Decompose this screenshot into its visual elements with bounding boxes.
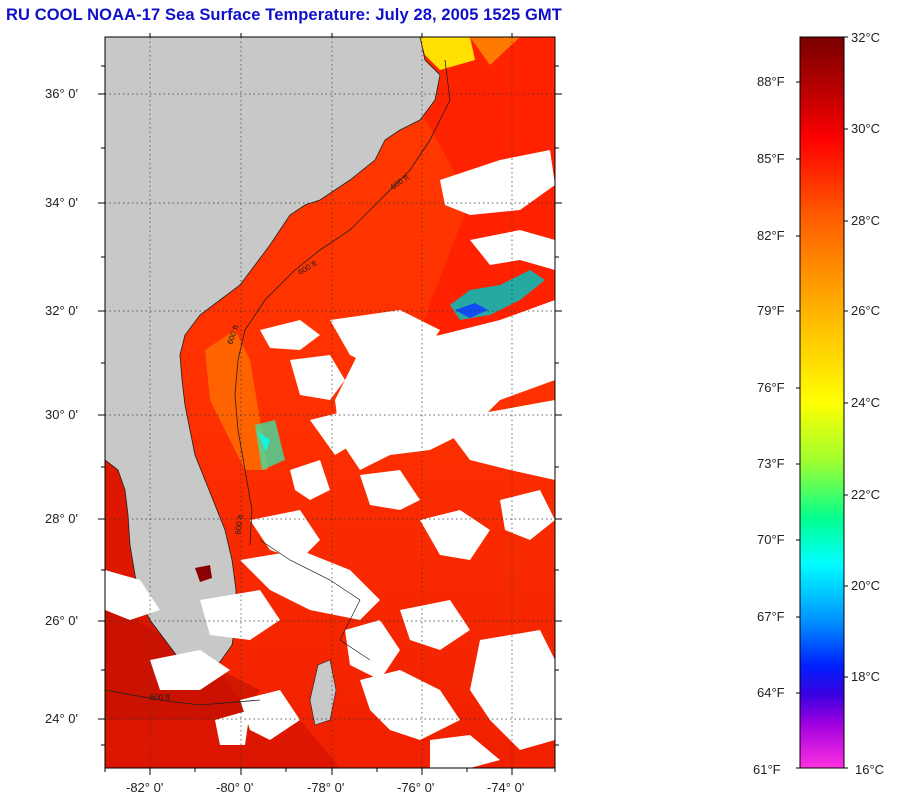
fahrenheit-label: 61°F (753, 762, 781, 777)
fahrenheit-label: 82°F (757, 228, 785, 243)
lon-label: -82° 0' (126, 780, 164, 795)
fahrenheit-label: 64°F (757, 685, 785, 700)
map-frame (104, 36, 556, 769)
fahrenheit-label: 76°F (757, 380, 785, 395)
celsius-label: 22°C (851, 487, 881, 502)
fahrenheit-label: 88°F (757, 74, 785, 89)
lat-label: 32° 0' (45, 303, 78, 318)
lon-label: -74° 0' (487, 780, 525, 795)
fahrenheit-label: 79°F (757, 303, 785, 318)
map-title: RU COOL NOAA-17 Sea Surface Temperature:… (6, 6, 562, 24)
fahrenheit-label: 85°F (757, 151, 785, 166)
lon-label: -80° 0' (216, 780, 254, 795)
celsius-label: 20°C (851, 578, 881, 593)
isobath-contour (234, 59, 451, 546)
colorbar-ticks (796, 36, 848, 769)
fahrenheit-label: 73°F (757, 456, 785, 471)
lat-label: 24° 0' (45, 711, 78, 726)
lat-label: 30° 0' (45, 407, 78, 422)
celsius-label: 16°C (855, 762, 885, 777)
isobath-label: 600 ft (150, 693, 171, 702)
colorbar (799, 36, 845, 769)
celsius-label: 28°C (851, 213, 881, 228)
cloud-cover (105, 150, 555, 768)
tick-marks (98, 33, 562, 775)
fahrenheit-label: 67°F (757, 609, 785, 624)
lat-label: 36° 0' (45, 86, 78, 101)
lat-label: 26° 0' (45, 613, 78, 628)
lon-label: -76° 0' (397, 780, 435, 795)
fahrenheit-label: 70°F (757, 532, 785, 547)
celsius-label: 18°C (851, 669, 881, 684)
lon-label: -78° 0' (307, 780, 345, 795)
celsius-label: 32°C (851, 30, 881, 45)
lat-label: 34° 0' (45, 195, 78, 210)
graticule (105, 37, 555, 768)
lat-label: 28° 0' (45, 511, 78, 526)
celsius-label: 24°C (851, 395, 881, 410)
celsius-label: 30°C (851, 121, 881, 136)
celsius-label: 26°C (851, 303, 881, 318)
